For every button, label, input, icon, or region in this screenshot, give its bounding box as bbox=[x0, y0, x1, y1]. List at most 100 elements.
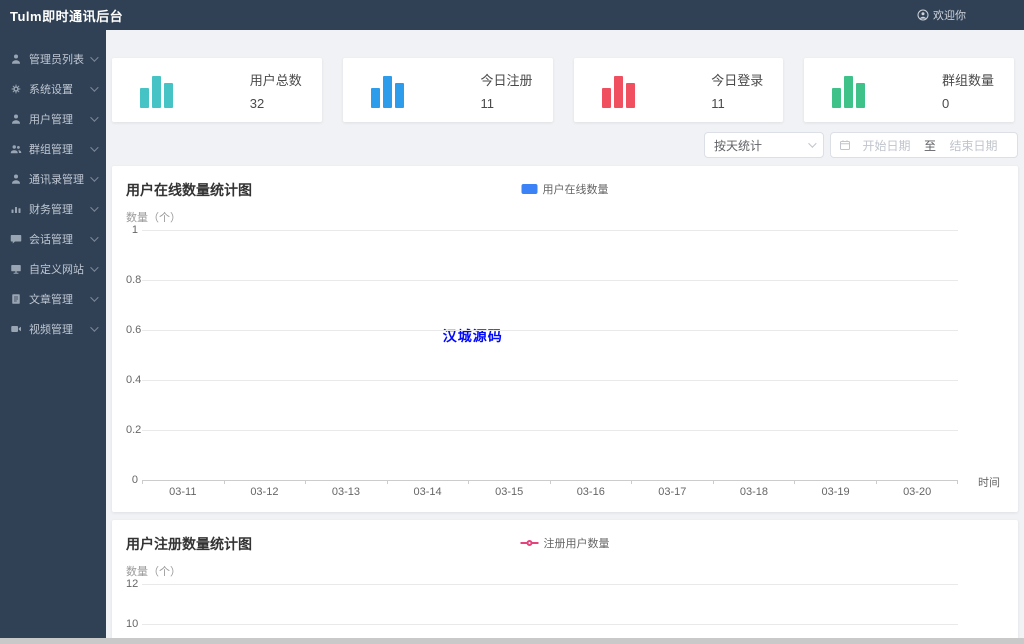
app-title: Tulm即时通讯后台 bbox=[10, 8, 124, 24]
y-axis-name: 数量（个） bbox=[126, 566, 181, 578]
sidebar-item-contacts-management[interactable]: 通讯录管理 bbox=[0, 164, 106, 194]
chevron-down-icon bbox=[90, 173, 99, 182]
sidebar-item-label: 群组管理 bbox=[29, 144, 73, 156]
chat-icon bbox=[10, 233, 22, 245]
registered-users-plot: 12 10 bbox=[126, 578, 1004, 644]
date-separator: 至 bbox=[924, 138, 937, 153]
grid-line bbox=[142, 584, 958, 585]
horizontal-scrollbar[interactable] bbox=[0, 638, 1024, 644]
stat-label: 今日登录 bbox=[711, 72, 764, 88]
x-tick-label: 03-11 bbox=[169, 486, 197, 498]
grid-line bbox=[142, 280, 958, 281]
x-tick-label: 03-20 bbox=[903, 486, 932, 498]
document-icon bbox=[10, 293, 22, 305]
sidebar-item-video-management[interactable]: 视频管理 bbox=[0, 314, 106, 344]
stat-mode-select[interactable]: 按天统计 bbox=[704, 132, 824, 158]
x-tick-label: 03-13 bbox=[331, 486, 361, 498]
sidebar-item-label: 财务管理 bbox=[29, 204, 73, 216]
sidebar-item-label: 系统设置 bbox=[29, 84, 73, 96]
sidebar-item-label: 通讯录管理 bbox=[29, 174, 84, 186]
sidebar-item-label: 视频管理 bbox=[29, 324, 73, 336]
bar-chart-icon bbox=[832, 72, 866, 108]
legend-online-users[interactable]: 用户在线数量 bbox=[521, 181, 609, 197]
chevron-down-icon bbox=[90, 323, 99, 332]
main-content: 用户总数 32 今日注册 11 今日登录 11 群组数量 0 按天统计 开始日期 至 结束日期… bbox=[106, 30, 1024, 644]
sidebar-item-label: 自定义网站 bbox=[29, 264, 84, 276]
welcome-menu[interactable]: 欢迎你 bbox=[917, 7, 966, 23]
sidebar-item-label: 会话管理 bbox=[29, 234, 73, 246]
users-icon bbox=[10, 143, 22, 155]
chevron-down-icon bbox=[808, 139, 817, 148]
x-tick-label: 03-15 bbox=[495, 486, 524, 498]
grid-line bbox=[142, 430, 958, 431]
x-tick-label: 03-16 bbox=[576, 486, 605, 498]
x-tick-label: 03-14 bbox=[413, 486, 442, 498]
x-axis-labels: 03-11 03-12 03-13 03-14 03-15 03-16 03-17 03-18… bbox=[142, 486, 958, 498]
bar-chart-icon bbox=[601, 72, 635, 108]
calendar-icon bbox=[840, 140, 850, 150]
stat-card-today-registered: 今日注册 11 bbox=[342, 58, 553, 122]
x-axis-name: 时间 bbox=[978, 477, 1000, 489]
sidebar-item-admin-list[interactable]: 管理员列表 bbox=[0, 44, 106, 74]
stat-value: 32 bbox=[249, 95, 265, 111]
filter-row: 按天统计 开始日期 至 结束日期 bbox=[106, 122, 1024, 158]
bar-chart-icon bbox=[370, 72, 404, 108]
sidebar-item-system-settings[interactable]: 系统设置 bbox=[0, 74, 106, 104]
stat-label: 群组数量 bbox=[941, 72, 994, 88]
legend-label: 用户在线数量 bbox=[542, 184, 609, 196]
stat-mode-value: 按天统计 bbox=[714, 138, 763, 153]
registered-users-chart-card: 用户注册数量统计图 注册用户数量 数量（个） 12 10 bbox=[112, 520, 1018, 644]
contact-icon bbox=[10, 173, 22, 185]
stat-label: 用户总数 bbox=[249, 72, 302, 88]
start-date-input[interactable]: 开始日期 bbox=[862, 138, 911, 153]
y-tick-label: 0.4 bbox=[126, 374, 142, 386]
end-date-input[interactable]: 结束日期 bbox=[949, 138, 998, 153]
finance-icon bbox=[10, 203, 22, 215]
stat-value: 11 bbox=[480, 95, 494, 111]
chevron-down-icon bbox=[90, 293, 99, 302]
chart-title: 用户在线数量统计图 bbox=[126, 182, 252, 198]
grid-line bbox=[142, 230, 958, 231]
app-header: Tulm即时通讯后台 欢迎你 bbox=[0, 0, 1024, 30]
video-icon bbox=[10, 323, 22, 335]
gear-icon bbox=[10, 83, 22, 95]
sidebar-item-group-management[interactable]: 群组管理 bbox=[0, 134, 106, 164]
x-tick-label: 03-19 bbox=[821, 486, 850, 498]
date-range-picker[interactable]: 开始日期 至 结束日期 bbox=[830, 132, 1018, 158]
chevron-down-icon bbox=[90, 53, 99, 62]
user-icon bbox=[10, 53, 22, 65]
chevron-down-icon bbox=[90, 263, 99, 272]
y-tick-label: 0 bbox=[131, 474, 138, 486]
chevron-down-icon bbox=[90, 143, 99, 152]
sidebar: 管理员列表系统设置用户管理群组管理通讯录管理财务管理会话管理自定义网站文章管理视… bbox=[0, 30, 106, 644]
chevron-down-icon bbox=[90, 83, 99, 92]
stat-label: 今日注册 bbox=[480, 72, 533, 88]
stat-value: 11 bbox=[711, 95, 725, 111]
x-axis-ticks bbox=[142, 480, 958, 484]
stat-card-today-logins: 今日登录 11 bbox=[573, 58, 784, 122]
sidebar-item-session-management[interactable]: 会话管理 bbox=[0, 224, 106, 254]
sidebar-item-custom-website[interactable]: 自定义网站 bbox=[0, 254, 106, 284]
legend-registered-users[interactable]: 注册用户数量 bbox=[520, 535, 610, 551]
chevron-down-icon bbox=[90, 203, 99, 212]
grid-line bbox=[142, 624, 958, 625]
grid-line bbox=[142, 380, 958, 381]
stat-card-total-users: 用户总数 32 bbox=[112, 58, 322, 122]
sidebar-item-article-management[interactable]: 文章管理 bbox=[0, 284, 106, 314]
online-users-chart-card: 用户在线数量统计图 用户在线数量 数量（个） 汉城源码 1 0.8 0.6 0.4 0.… bbox=[112, 166, 1018, 512]
stat-value: 0 bbox=[941, 95, 950, 111]
bar-chart-icon bbox=[140, 72, 173, 108]
y-tick-label: 0.6 bbox=[126, 324, 142, 336]
x-tick-label: 03-12 bbox=[250, 486, 279, 498]
chart-title: 用户注册数量统计图 bbox=[126, 536, 252, 552]
y-tick-label: 10 bbox=[126, 618, 139, 630]
watermark: 汉城源码 bbox=[442, 328, 503, 344]
legend-line-marker bbox=[520, 540, 539, 546]
sidebar-item-user-management[interactable]: 用户管理 bbox=[0, 104, 106, 134]
welcome-label: 欢迎你 bbox=[933, 10, 966, 22]
x-tick-label: 03-18 bbox=[739, 486, 769, 498]
user-icon bbox=[10, 113, 22, 125]
legend-label: 注册用户数量 bbox=[543, 538, 610, 550]
y-tick-label: 1 bbox=[131, 224, 138, 236]
sidebar-item-finance-management[interactable]: 财务管理 bbox=[0, 194, 106, 224]
